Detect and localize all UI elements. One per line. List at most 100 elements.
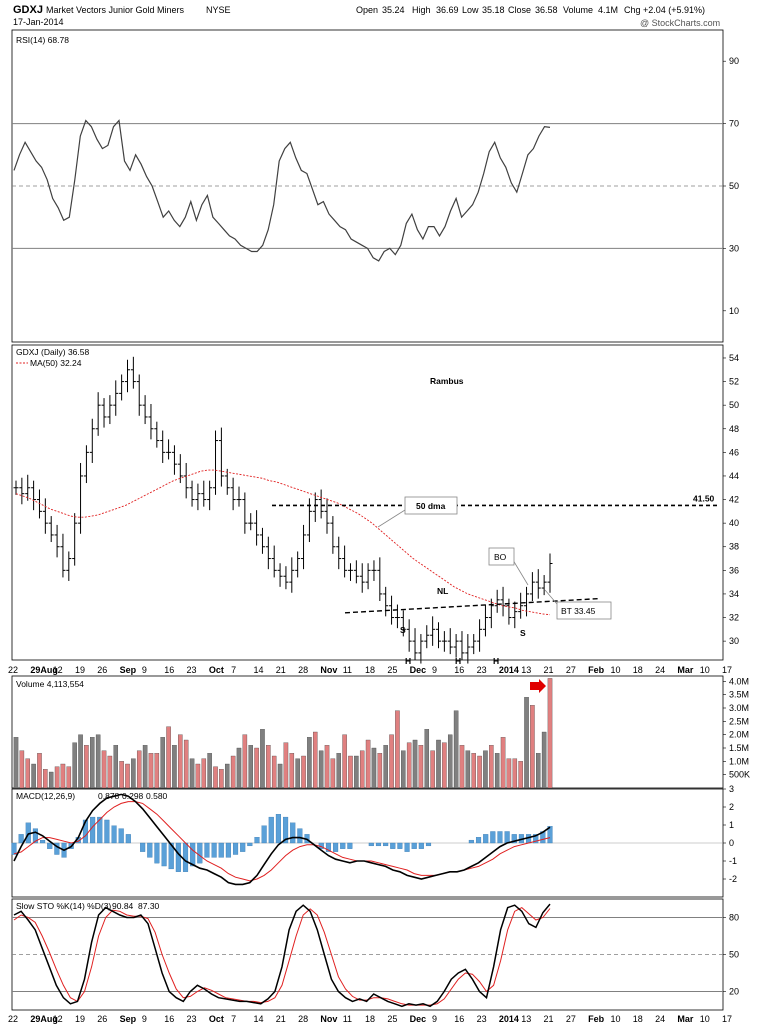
watermark: @ StockCharts.com bbox=[640, 18, 720, 28]
chg-value: +2.04 (+5.91%) bbox=[643, 5, 705, 15]
volume-bar bbox=[236, 747, 242, 789]
bottom-x-tick-label: 2014 bbox=[499, 1014, 519, 1024]
bottom-x-tick-label: 10 bbox=[700, 1014, 710, 1024]
volume-bar bbox=[248, 745, 253, 789]
bottom-x-tick-label: 10 bbox=[610, 1014, 620, 1024]
bottom-x-tick-label: 14 bbox=[253, 1014, 263, 1024]
volume-bar bbox=[201, 758, 207, 789]
volume-bar bbox=[301, 755, 306, 789]
volume-bar bbox=[230, 755, 236, 789]
price-x-tick-label: 13 bbox=[521, 665, 531, 675]
instrument-name: Market Vectors Junior Gold Miners bbox=[46, 5, 185, 15]
bottom-x-tick-label: 27 bbox=[566, 1014, 576, 1024]
volume-bar bbox=[330, 758, 336, 789]
price-x-tick-label: 14 bbox=[253, 665, 263, 675]
rsi-y-tick-label: 10 bbox=[729, 306, 739, 316]
price-y-tick-label: 32 bbox=[729, 613, 739, 623]
volume-bar bbox=[354, 755, 359, 789]
volume-bar bbox=[324, 745, 330, 789]
bt-callout-pointer bbox=[544, 589, 558, 605]
volume-bar bbox=[318, 750, 324, 789]
volume-bar bbox=[160, 737, 165, 789]
volume-bar bbox=[142, 745, 148, 789]
volume-bar bbox=[43, 769, 48, 789]
volume-bar bbox=[54, 766, 60, 789]
volume-bar bbox=[442, 742, 447, 789]
volume-y-tick-label: 3.5M bbox=[729, 690, 749, 700]
open-label: Open bbox=[356, 5, 378, 15]
volume-bar bbox=[453, 710, 459, 789]
rsi-legend: RSI(14) 68.78 bbox=[16, 35, 69, 45]
price-y-tick-label: 38 bbox=[729, 542, 739, 552]
bottom-x-tick-label: 13 bbox=[521, 1014, 531, 1024]
price-x-tick-label: 10 bbox=[610, 665, 620, 675]
volume-bar bbox=[242, 734, 248, 789]
volume-bar bbox=[295, 758, 300, 789]
volume-bar bbox=[213, 766, 218, 789]
macd-histogram-bar bbox=[497, 831, 503, 844]
volume-bar bbox=[530, 705, 535, 789]
volume-bar bbox=[524, 697, 529, 789]
macd-histogram-bar bbox=[204, 842, 210, 858]
rsi-y-tick-label: 50 bbox=[729, 181, 739, 191]
bottom-x-tick-label: 29Aug bbox=[30, 1014, 58, 1024]
macd-histogram-bar bbox=[125, 834, 131, 844]
volume-bar bbox=[418, 745, 424, 789]
volume-bar bbox=[48, 771, 54, 789]
macd-histogram-bar bbox=[254, 837, 260, 844]
volume-bar bbox=[189, 758, 195, 789]
price-x-tick-label: 19 bbox=[75, 665, 85, 675]
macd-histogram-bar bbox=[375, 842, 382, 847]
volume-bar bbox=[471, 753, 476, 789]
volume-bar bbox=[225, 763, 230, 789]
price-x-tick-label: 28 bbox=[298, 665, 308, 675]
macd-histogram-bar bbox=[297, 828, 303, 844]
bottom-x-tick-label: 23 bbox=[477, 1014, 487, 1024]
volume-bar bbox=[271, 755, 277, 789]
close-label: Close bbox=[508, 5, 531, 15]
volume-bar bbox=[84, 745, 89, 789]
volume-y-tick-label: 3.0M bbox=[729, 703, 749, 713]
price-x-tick-label: 24 bbox=[655, 665, 665, 675]
macd-histogram-bar bbox=[511, 834, 517, 844]
macd-histogram-bar bbox=[504, 831, 510, 844]
open-value: 35.24 bbox=[382, 5, 405, 15]
price-y-tick-label: 30 bbox=[729, 636, 739, 646]
macd-histogram-bar bbox=[404, 842, 410, 852]
hs-label: H bbox=[455, 656, 461, 666]
rsi-y-tick-label: 70 bbox=[729, 119, 739, 129]
volume-bar bbox=[119, 761, 124, 789]
sto-k-line bbox=[13, 903, 551, 1008]
bottom-x-tick-label: 26 bbox=[97, 1014, 107, 1024]
volume-bar bbox=[113, 745, 119, 789]
volume-bar bbox=[148, 753, 154, 789]
macd-histogram-bar bbox=[418, 842, 424, 849]
macd-histogram-bar bbox=[40, 839, 46, 844]
bottom-x-tick-label: 16 bbox=[164, 1014, 174, 1024]
volume-y-tick-label: 500K bbox=[729, 770, 750, 780]
volume-bar bbox=[447, 734, 453, 789]
price-x-tick-label: 11 bbox=[343, 665, 352, 675]
macd-histogram-bar bbox=[118, 828, 124, 844]
volume-bar bbox=[72, 742, 77, 789]
price-x-tick-label: 2014 bbox=[499, 665, 519, 675]
macd-histogram-bar bbox=[383, 842, 389, 847]
volume-bar bbox=[395, 710, 400, 789]
macd-histogram-bar bbox=[140, 842, 146, 852]
macd-histogram-bar bbox=[168, 842, 174, 870]
price-x-tick-label: 27 bbox=[566, 665, 576, 675]
stochastic-panel: 20 50 80 Slow STO %K(14) %D(3) 90.84 87.30 bbox=[11, 898, 739, 1011]
ma-callout-text: 50 dma bbox=[416, 501, 446, 511]
red-arrow-icon bbox=[530, 679, 546, 693]
bottom-x-tick-label: 7 bbox=[231, 1014, 236, 1024]
price-x-tick-label: 10 bbox=[700, 665, 710, 675]
volume-y-tick-label: 2.0M bbox=[729, 730, 749, 740]
rsi-line bbox=[13, 119, 551, 262]
price-y-tick-label: 36 bbox=[729, 565, 739, 575]
macd-histogram-bar bbox=[54, 842, 60, 855]
price-x-tick-label: Dec bbox=[410, 665, 427, 675]
volume-bar bbox=[136, 750, 142, 789]
price-x-tick-label: 7 bbox=[231, 665, 236, 675]
